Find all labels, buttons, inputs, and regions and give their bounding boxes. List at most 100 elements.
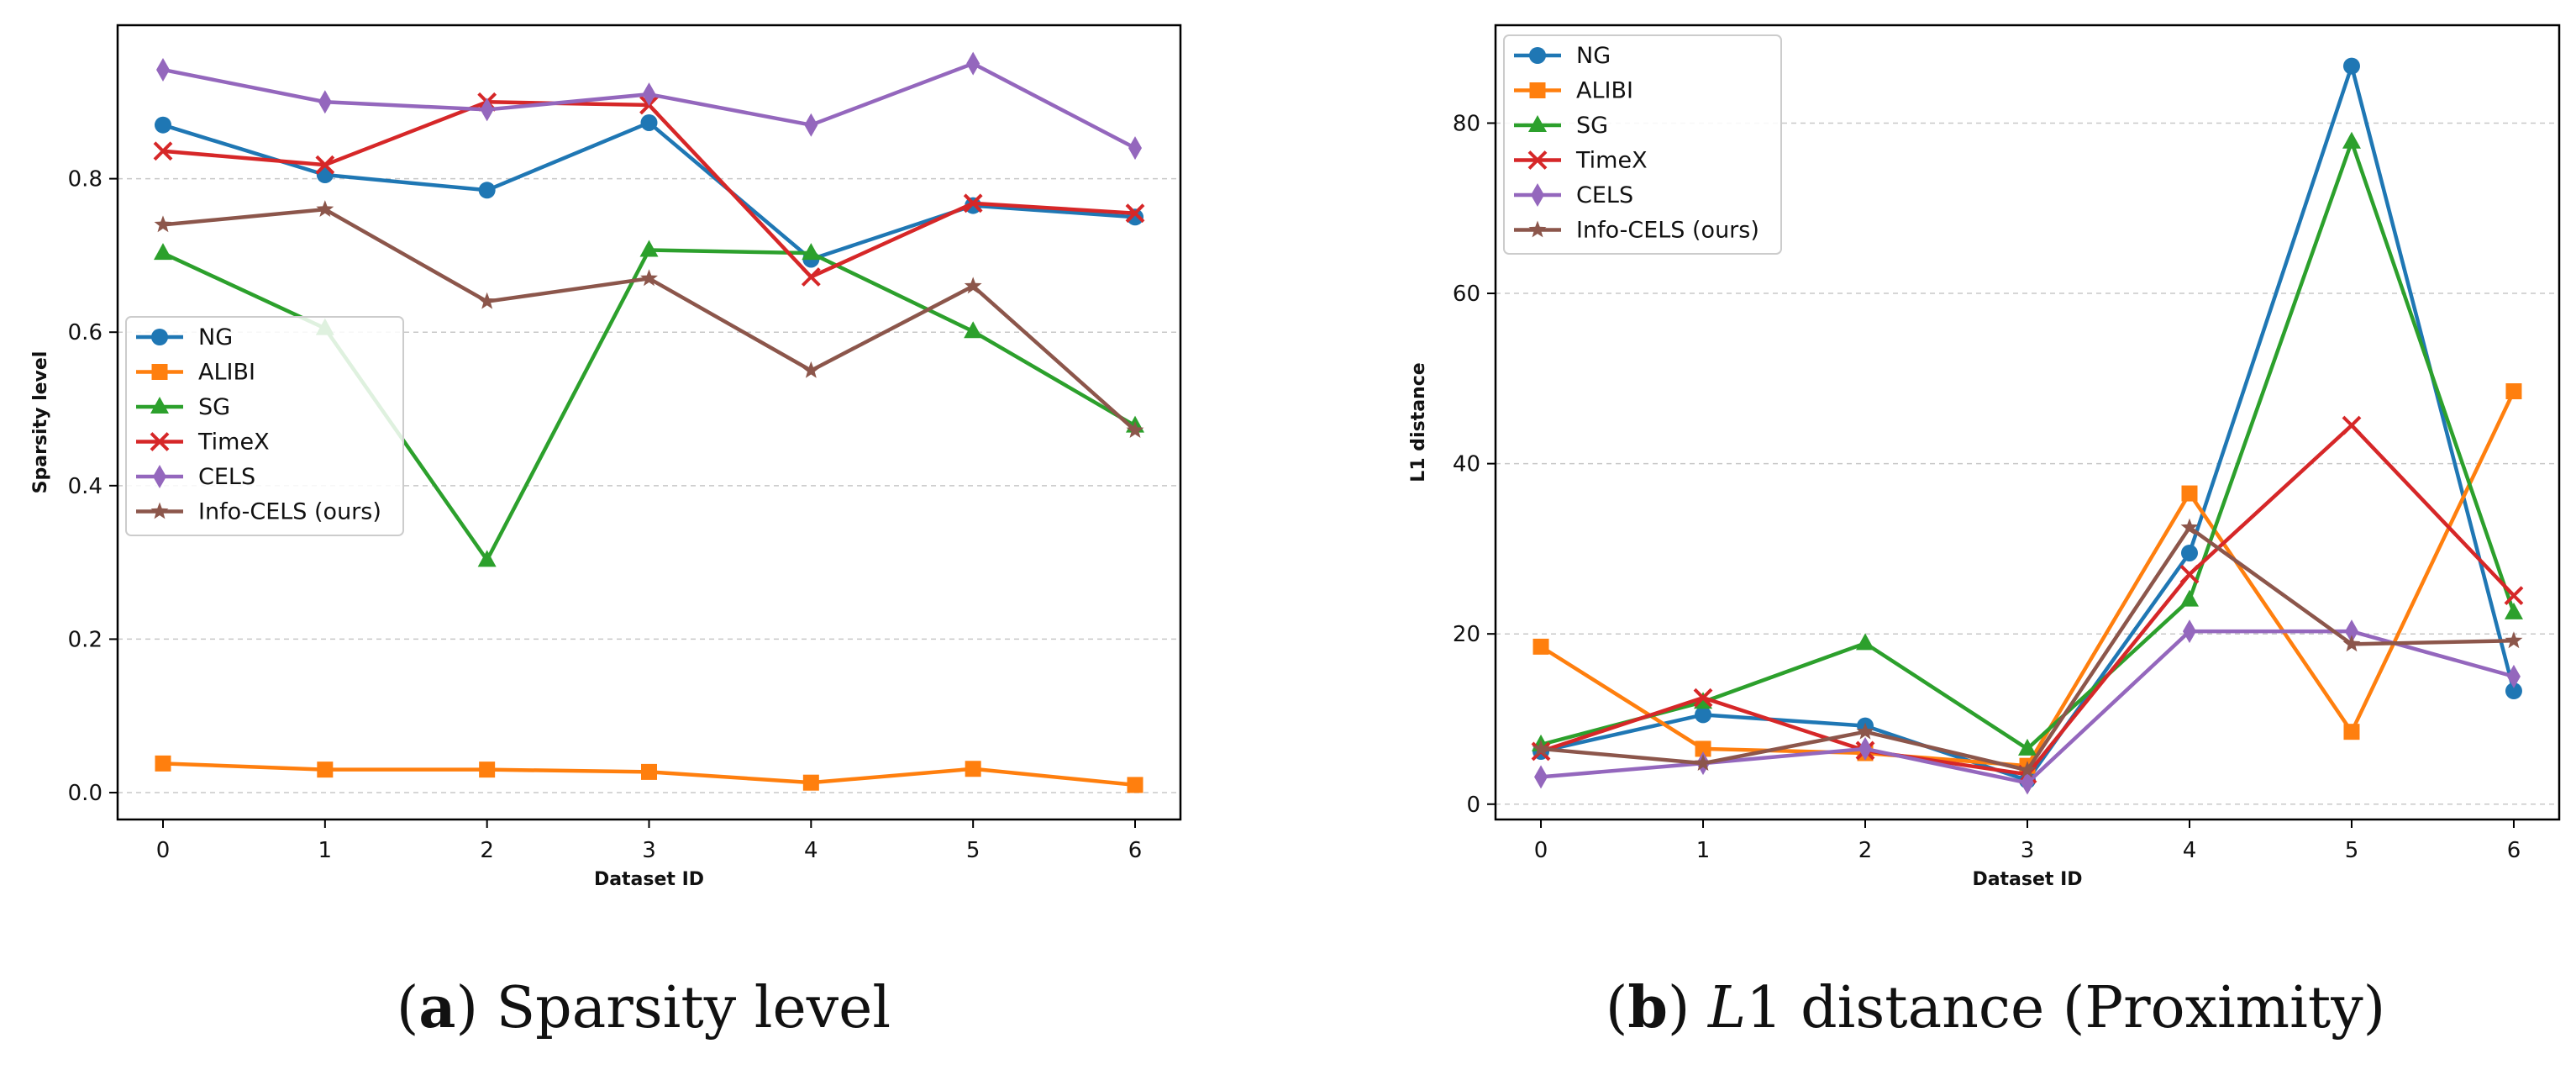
panel-a-point-info-cels-ours: Info-CELS (ours) @ 5: 0.66 <box>964 277 982 294</box>
panel-b-ytick-label: 80 <box>1453 111 1480 136</box>
caption-a: (a) Sparsity level <box>397 974 891 1041</box>
panel-b-legend-marker-sg <box>1528 115 1547 132</box>
panel-b-xtick-label: 3 <box>2021 838 2035 863</box>
panel-a-point-alibi: ALIBI @ 2: 0.03 <box>479 761 496 778</box>
panel-b-legend-item-alibi: ALIBI <box>1514 78 1633 104</box>
panel-a-point-timex: TimeX @ 6: 0.755 <box>1125 203 1145 224</box>
panel-b-xlabel: Dataset ID <box>1972 869 2082 890</box>
panel-b-legend-label: NG <box>1576 43 1611 69</box>
panel-a-legend-marker-alibi <box>151 364 168 380</box>
panel-a-point-alibi: ALIBI @ 3: 0.027 <box>641 763 657 780</box>
panel-a-xtick-label: 1 <box>318 838 333 863</box>
caption-a-tag: a <box>418 974 455 1041</box>
caption-a-text: Sparsity level <box>497 975 891 1041</box>
panel-a-legend-item-ng: NG <box>136 324 233 350</box>
panel-a-xtick-label: 2 <box>480 838 494 863</box>
panel-a-point-alibi: ALIBI @ 1: 0.03 <box>317 761 334 778</box>
panel-a-point-ng: NG @ 2: 0.785 <box>478 182 496 199</box>
panel-b-point-info-cels-ours: Info-CELS (ours) @ 4: 32.5 <box>2180 518 2199 535</box>
panel-b-legend-label: Info-CELS (ours) <box>1576 218 1759 244</box>
panel-b-point-info-cels-ours: Info-CELS (ours) @ 2: 8.5 <box>1856 722 1874 740</box>
panel-a-point-sg: SG @ 5: 0.601 <box>964 321 983 339</box>
panel-a-legend-item-alibi: ALIBI <box>136 360 255 386</box>
panel-b-xtick-label: 5 <box>2345 838 2359 863</box>
panel-a-legend-item-info-cels-ours: Info-CELS (ours) <box>136 499 381 525</box>
panel-b-point-info-cels-ours: Info-CELS (ours) @ 3: 4 <box>2018 761 2037 778</box>
panel-b-legend-item-ng: NG <box>1514 43 1611 69</box>
panel-a-legend-label: Info-CELS (ours) <box>198 499 381 525</box>
caption-a-close-paren: ) <box>455 975 478 1041</box>
panel-b-ytick-label: 40 <box>1453 452 1480 477</box>
panel-a-legend-marker-ng <box>151 329 168 345</box>
caption-b-open-paren: ( <box>1606 975 1628 1041</box>
panel-b-xtick-label: 4 <box>2183 838 2197 863</box>
panel-b-point-cels: CELS @ 2: 6.5 <box>1858 736 1873 761</box>
caption-b-space <box>1690 975 1708 1041</box>
panel-b-point-alibi: ALIBI @ 5: 8.5 <box>2343 724 2360 740</box>
panel-b-point-alibi: ALIBI @ 4: 36.5 <box>2181 485 2198 502</box>
panel-a-legend: NG ALIBI SG TimeX CELS Info-CELS (ours) <box>125 316 404 536</box>
panel-b-legend: NG ALIBI SG TimeX CELS Info-CELS (ours) <box>1503 34 1782 255</box>
panel-a-legend-label: CELS <box>198 464 255 490</box>
panel-b-legend-marker-cels <box>1531 183 1544 207</box>
panel-a-point-timex: TimeX @ 0: 0.836 <box>153 141 173 161</box>
panel-a-legend-item-timex: TimeX <box>136 429 270 456</box>
panel-a-legend-marker-sg <box>150 397 169 414</box>
panel-a-sparsity: 0.0 0.2 0.4 0.6 0.8 0 1 2 3 4 5 6 Dataset ID Sparsity… <box>30 24 1182 890</box>
panel-a-point-cels: CELS @ 0: 0.942 <box>155 57 170 82</box>
panel-a-point-ng: NG @ 3: 0.873 <box>640 113 658 131</box>
panel-a-point-cels: CELS @ 1: 0.9 <box>318 90 332 114</box>
panel-b-point-sg: SG @ 4: 24 <box>2179 589 2199 607</box>
panel-a-line-ng <box>162 120 1136 261</box>
panel-a-point-cels: CELS @ 6: 0.84 <box>1128 136 1143 161</box>
panel-a-point-info-cels-ours: Info-CELS (ours) @ 6: 0.472 <box>1126 421 1144 438</box>
panel-a-series-cels: CELS @ 0: 0.942 CELS @ 1: 0.9 CELS @ 2: 0.… <box>155 51 1143 161</box>
panel-a-point-alibi: ALIBI @ 4: 0.013 <box>802 774 819 791</box>
panel-a-point-cels: CELS @ 4: 0.87 <box>804 113 818 137</box>
panel-b-legend-item-sg: SG <box>1514 113 1608 139</box>
panel-b-point-ng: NG @ 6: 13.3 <box>2505 682 2522 700</box>
panel-b-ytick-label: 20 <box>1453 622 1480 647</box>
panel-b-xtick-label: 2 <box>1858 838 1873 863</box>
caption-a-space <box>478 975 497 1041</box>
panel-b-point-cels: CELS @ 0: 3.2 <box>1534 765 1548 789</box>
panel-a-point-info-cels-ours: Info-CELS (ours) @ 0: 0.74 <box>154 215 172 233</box>
panel-b-legend-item-timex: TimeX <box>1514 148 1648 174</box>
panel-a-ytick-label: 0.8 <box>68 167 103 192</box>
caption-b: (b) L1 distance (Proximity) <box>1606 974 2385 1041</box>
panel-b-point-sg: SG @ 6: 22.5 <box>2504 602 2523 619</box>
panel-b-point-timex: TimeX @ 6: 24.5 <box>2504 586 2524 606</box>
panel-b-point-cels: CELS @ 4: 20.3 <box>2182 619 2196 644</box>
caption-a-open-paren: ( <box>397 975 419 1041</box>
panel-a-xtick-label: 5 <box>966 838 980 863</box>
panel-a-ytick-label: 0.4 <box>68 474 103 499</box>
panel-b-ylabel: L1 distance <box>1408 362 1429 482</box>
panel-b-legend-item-cels: CELS <box>1514 182 1633 208</box>
panel-b-legend-label: CELS <box>1576 182 1633 208</box>
panel-b-point-cels: CELS @ 5: 20.3 <box>2344 619 2358 644</box>
panel-a-legend-item-sg: SG <box>136 394 230 420</box>
panel-b-point-alibi: ALIBI @ 0: 18.5 <box>1532 638 1549 655</box>
panel-b-legend-box <box>1503 34 1782 255</box>
panel-a-point-alibi: ALIBI @ 0: 0.038 <box>155 755 171 772</box>
panel-a-point-info-cels-ours: Info-CELS (ours) @ 4: 0.55 <box>802 361 820 378</box>
panel-a-legend-box <box>125 316 404 536</box>
panel-a-ytick-label: 0.6 <box>68 320 103 345</box>
panel-a-legend-marker-info-cels-ours <box>150 502 169 519</box>
panel-a-xtick-label: 6 <box>1128 838 1143 863</box>
panel-b-legend-marker-alibi <box>1529 82 1546 98</box>
panel-b-point-info-cels-ours: Info-CELS (ours) @ 1: 4.8 <box>1694 754 1712 772</box>
panel-a-xtick-label: 4 <box>804 838 818 863</box>
panel-b-legend-item-info-cels-ours: Info-CELS (ours) <box>1514 218 1759 244</box>
panel-b-ytick-label: 0 <box>1466 793 1480 818</box>
panel-b-legend-marker-timex <box>1527 150 1548 170</box>
panel-a-point-cels: CELS @ 3: 0.91 <box>642 82 656 107</box>
panel-b-series-info-cels-ours: Info-CELS (ours) @ 0: 6.5 Info-CELS (ours… <box>1532 518 2523 778</box>
panel-b-line-alibi <box>1539 390 2516 768</box>
panel-a-point-ng: NG @ 0: 0.87 <box>154 116 171 134</box>
panel-a-legend-label: SG <box>198 394 230 420</box>
caption-b-text: 1 distance (Proximity) <box>1746 975 2385 1041</box>
panel-b-legend-marker-ng <box>1529 47 1546 64</box>
panel-a-point-timex: TimeX @ 4: 0.672 <box>801 267 821 287</box>
